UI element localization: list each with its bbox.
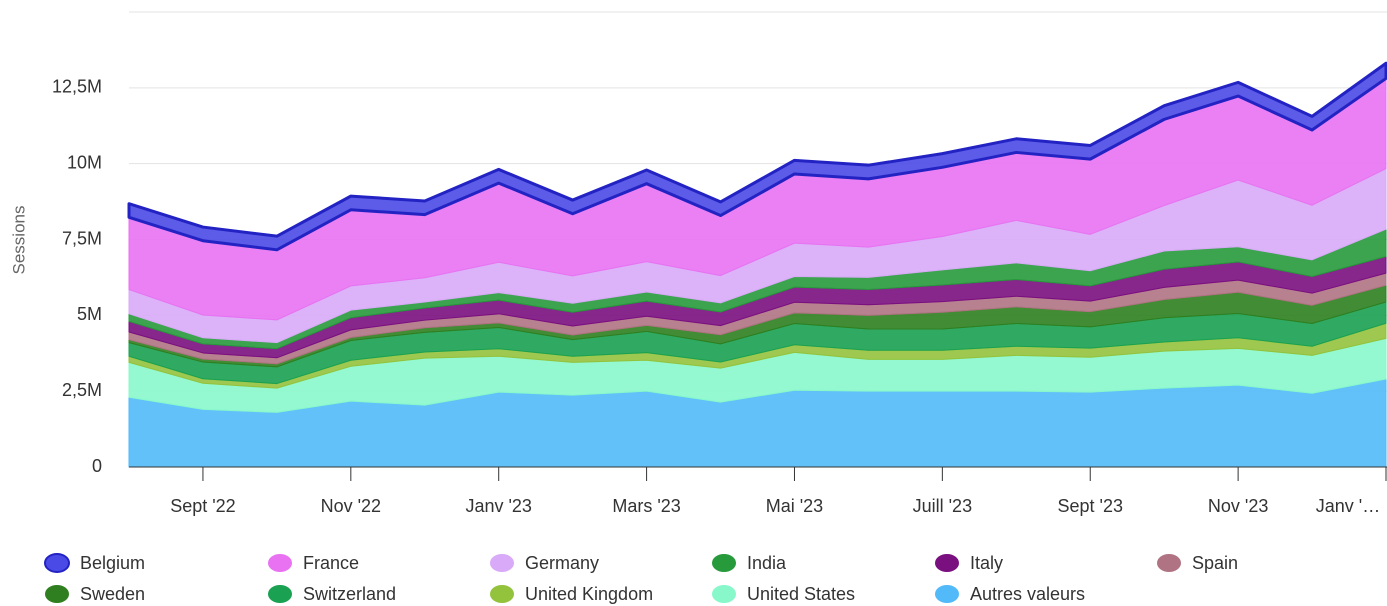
legend-label: United Kingdom [525, 584, 653, 604]
legend-label: France [303, 553, 359, 573]
x-tick-label: Nov '22 [321, 496, 381, 516]
area [127, 61, 1387, 252]
y-tick-label: 5M [77, 304, 102, 324]
legend-marker [1157, 554, 1181, 572]
x-tick-label: Janv '… [1316, 496, 1380, 516]
y-tick-label: 0 [92, 456, 102, 476]
legend-label: Italy [970, 553, 1003, 573]
legend-marker [712, 585, 736, 603]
y-axis-title: Sessions [9, 206, 28, 275]
y-tick-label: 10M [67, 152, 102, 172]
x-tick-label: Nov '23 [1208, 496, 1268, 516]
x-tick-label: Mai '23 [766, 496, 823, 516]
legend-marker [268, 585, 292, 603]
y-tick-label: 2,5M [62, 380, 102, 400]
legend-label: Autres valeurs [970, 584, 1085, 604]
x-tick-label: Sept '22 [170, 496, 236, 516]
legend-label: Sweden [80, 584, 145, 604]
legend-marker [490, 585, 514, 603]
legend-marker [45, 585, 69, 603]
legend-marker [268, 554, 292, 572]
legend-marker [490, 554, 514, 572]
x-tick-label: Juill '23 [913, 496, 972, 516]
legend-label: Belgium [80, 553, 145, 573]
legend-marker [44, 553, 70, 573]
y-tick-label: 7,5M [62, 228, 102, 248]
legend-marker [935, 585, 959, 603]
legend-label: Spain [1192, 553, 1238, 573]
legend-label: India [747, 553, 787, 573]
legend-label: Switzerland [303, 584, 396, 604]
x-tick-label: Sept '23 [1057, 496, 1123, 516]
x-tick-label: Janv '23 [465, 496, 531, 516]
legend-label: Germany [525, 553, 599, 573]
y-tick-label: 12,5M [52, 77, 102, 97]
x-tick-label: Mars '23 [612, 496, 680, 516]
legend-marker [935, 554, 959, 572]
legend-marker [712, 554, 736, 572]
legend-label: United States [747, 584, 855, 604]
